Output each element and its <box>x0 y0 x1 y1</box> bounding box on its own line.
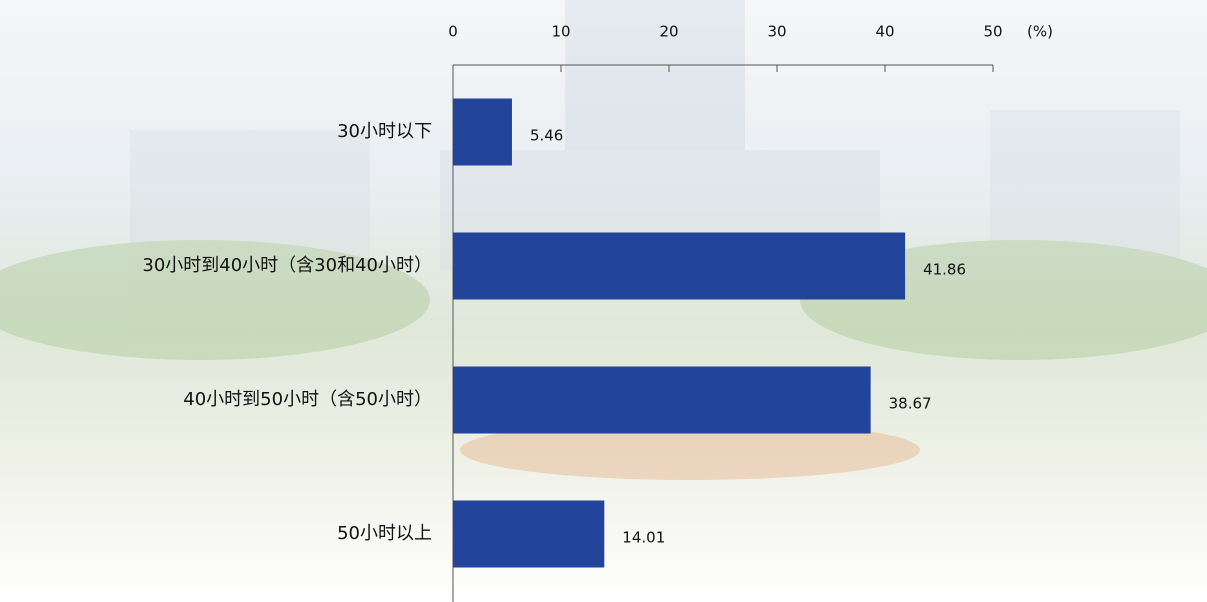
bar <box>453 366 871 434</box>
x-tick-label: 50 <box>983 23 1002 41</box>
value-label: 14.01 <box>622 529 665 547</box>
x-tick-label: 30 <box>767 23 786 41</box>
category-label: 50小时以上 <box>337 523 432 544</box>
category-label: 30小时以下 <box>337 121 432 142</box>
bar <box>453 98 512 166</box>
x-tick-label: 10 <box>551 23 570 41</box>
x-tick-label: 0 <box>448 23 458 41</box>
value-label: 38.67 <box>889 395 932 413</box>
bar <box>453 500 605 568</box>
value-label: 41.86 <box>923 261 966 279</box>
x-tick-label: 40 <box>875 23 894 41</box>
value-label: 5.46 <box>530 127 563 145</box>
x-unit: (%) <box>1027 23 1053 41</box>
background-sketch <box>0 0 1207 480</box>
category-label: 30小时到40小时（含30和40小时） <box>142 255 432 276</box>
category-label: 40小时到50小时（含50小时） <box>183 389 432 410</box>
x-tick-label: 20 <box>659 23 678 41</box>
bar <box>453 232 906 300</box>
